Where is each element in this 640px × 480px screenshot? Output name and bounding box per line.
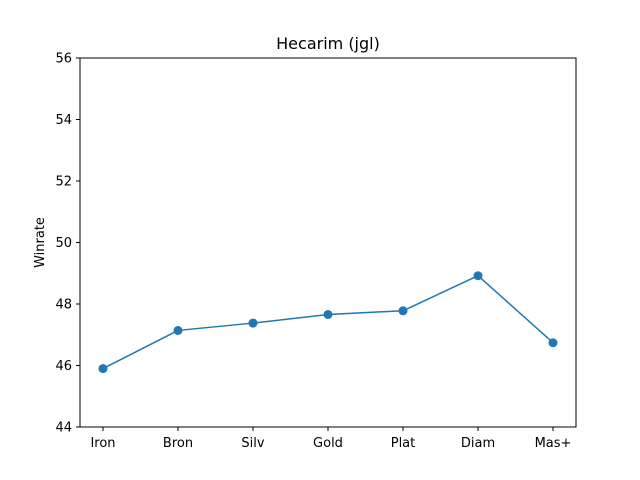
chart-title: Hecarim (jgl) (276, 34, 380, 53)
y-tick-label: 56 (55, 52, 72, 67)
data-point (398, 306, 408, 316)
y-axis-label: Winrate (33, 217, 48, 268)
data-point (98, 364, 108, 374)
data-point (173, 325, 183, 335)
y-tick-label: 52 (55, 175, 72, 190)
x-tick-label: Plat (391, 436, 416, 451)
x-tick-label: Mas+ (535, 436, 572, 451)
y-tick-label: 46 (55, 359, 72, 374)
y-tick-label: 54 (55, 113, 72, 128)
x-tick-label: Bron (163, 436, 193, 451)
plot-frame (79, 57, 577, 428)
x-tick-label: Gold (313, 436, 343, 451)
y-tick-label: 48 (55, 298, 72, 313)
y-tick-label: 44 (55, 421, 72, 436)
x-tick-label: Iron (90, 436, 115, 451)
data-point (548, 338, 558, 348)
data-point (323, 309, 333, 319)
y-tick-label: 50 (55, 236, 72, 251)
plot-area: 44 46 48 50 52 54 56 Iron Bron Silv Gold Plat Diam Ma… (55, 52, 571, 452)
data-point (473, 271, 483, 281)
x-tick-label: Silv (241, 436, 264, 451)
x-tick-label: Diam (461, 436, 495, 451)
data-point (248, 318, 258, 328)
